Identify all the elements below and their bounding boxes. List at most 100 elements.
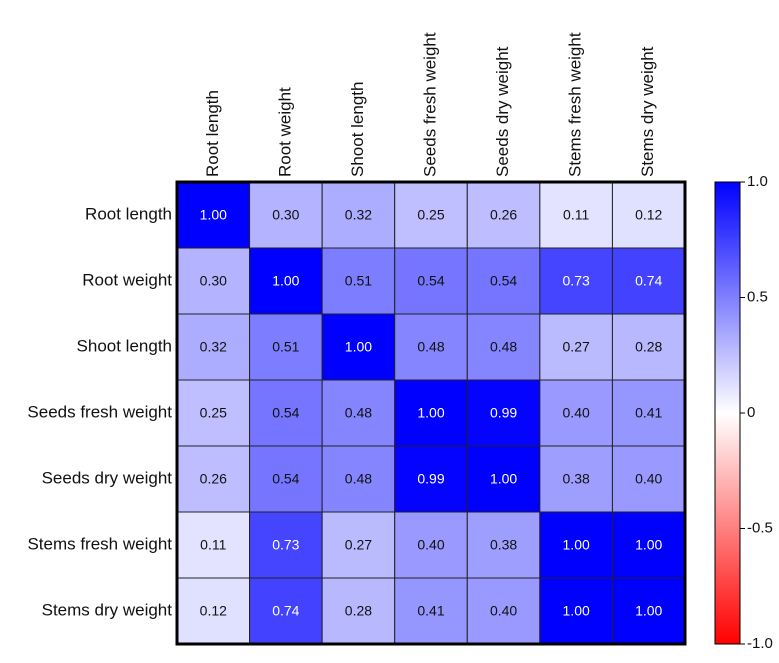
cell — [611, 313, 686, 381]
cell-label: 0.28 — [345, 603, 372, 619]
cell — [249, 181, 323, 249]
cell — [176, 511, 251, 579]
cell-label: 0.74 — [272, 603, 299, 619]
y-label: Root length — [85, 204, 172, 223]
cell-label: 0.25 — [417, 207, 444, 223]
cell — [539, 577, 613, 645]
cell-label: 1.00 — [417, 405, 444, 421]
cell-label: 0.40 — [563, 405, 590, 421]
cell — [249, 379, 323, 447]
y-label: Root weight — [82, 270, 172, 289]
cell-label: 0.27 — [563, 339, 590, 355]
heatmap-border — [175, 180, 687, 646]
cell — [539, 379, 613, 447]
cell-label: 1.00 — [490, 471, 517, 487]
x-label: Shoot length — [348, 82, 367, 177]
cell-label: 0.99 — [417, 471, 444, 487]
cell — [394, 511, 468, 579]
cell — [394, 313, 468, 381]
cell-label: 0.38 — [490, 537, 517, 553]
x-label: Stems dry weight — [638, 46, 657, 177]
cell-label: 0.48 — [490, 339, 517, 355]
cell-label: 0.73 — [272, 537, 299, 553]
cell-label: 1.00 — [345, 339, 372, 355]
cell-label: 0.30 — [272, 207, 299, 223]
cell — [611, 577, 686, 645]
cell-label: 0.25 — [200, 405, 227, 421]
cell — [321, 313, 396, 381]
cell — [176, 577, 251, 645]
cell-label: 0.11 — [200, 537, 226, 553]
cell-label: 1.00 — [200, 207, 227, 223]
cell-label: 0.41 — [635, 405, 662, 421]
colorbar-tick-label: 0 — [747, 404, 755, 421]
cell — [321, 247, 396, 315]
y-label: Stems fresh weight — [27, 534, 172, 553]
colorbar — [714, 181, 741, 645]
cell — [321, 445, 396, 513]
cell-label: 0.48 — [345, 471, 372, 487]
cell — [466, 511, 541, 579]
y-label: Seeds fresh weight — [27, 402, 172, 421]
cell-label: 0.54 — [490, 273, 517, 289]
x-label: Stems fresh weight — [566, 32, 585, 177]
cell-label: 1.00 — [563, 537, 590, 553]
cell-label: 0.27 — [345, 537, 372, 553]
cell-label: 1.00 — [635, 603, 662, 619]
cell — [466, 247, 541, 315]
cell-label: 0.26 — [200, 471, 227, 487]
cell-label: 0.40 — [417, 537, 444, 553]
cell — [539, 181, 613, 249]
cell — [321, 577, 396, 645]
cell-label: 0.54 — [272, 471, 299, 487]
cell — [611, 445, 686, 513]
cell-label: 0.30 — [200, 273, 227, 289]
x-label: Root length — [203, 90, 222, 177]
y-label: Stems dry weight — [42, 600, 173, 619]
cell — [321, 511, 396, 579]
colorbar-tick-label: 1.0 — [747, 173, 768, 190]
cell-label: 0.11 — [563, 207, 589, 223]
cell — [176, 445, 251, 513]
x-label: Root weight — [275, 87, 294, 177]
cell — [611, 379, 686, 447]
cell-label: 0.12 — [635, 207, 662, 223]
colorbar-tick-label: -1.0 — [747, 635, 773, 652]
cell-label: 0.28 — [635, 339, 662, 355]
cell-label: 0.48 — [417, 339, 444, 355]
cell-label: 0.32 — [345, 207, 372, 223]
cell-label: 0.38 — [563, 471, 590, 487]
cell-label: 0.40 — [490, 603, 517, 619]
cell — [611, 247, 686, 315]
cell-label: 0.99 — [490, 405, 517, 421]
cell-label: 1.00 — [563, 603, 590, 619]
cell — [249, 313, 323, 381]
cell-label: 0.54 — [417, 273, 444, 289]
cell-label: 0.41 — [417, 603, 444, 619]
cell-label: 0.32 — [200, 339, 227, 355]
cell-label: 0.54 — [272, 405, 299, 421]
cell — [176, 181, 251, 249]
cell — [539, 313, 613, 381]
cell-label: 0.12 — [200, 603, 227, 619]
cell-label: 0.26 — [490, 207, 517, 223]
cell — [394, 577, 468, 645]
cell-label: 0.48 — [345, 405, 372, 421]
colorbar-tick-label: -0.5 — [747, 519, 773, 536]
cell — [466, 313, 541, 381]
cell — [394, 181, 468, 249]
cell — [394, 379, 468, 447]
x-label: Seeds dry weight — [493, 46, 512, 177]
cell — [176, 379, 251, 447]
cell — [611, 511, 686, 579]
cell-label: 0.51 — [345, 273, 372, 289]
x-label: Seeds fresh weight — [420, 32, 439, 177]
cell — [249, 511, 323, 579]
cell-label: 0.74 — [635, 273, 662, 289]
cell — [466, 577, 541, 645]
y-label: Shoot length — [77, 336, 172, 355]
cell-label: 0.51 — [272, 339, 299, 355]
colorbar-tick-label: 0.5 — [747, 288, 768, 305]
cell-label: 0.40 — [635, 471, 662, 487]
